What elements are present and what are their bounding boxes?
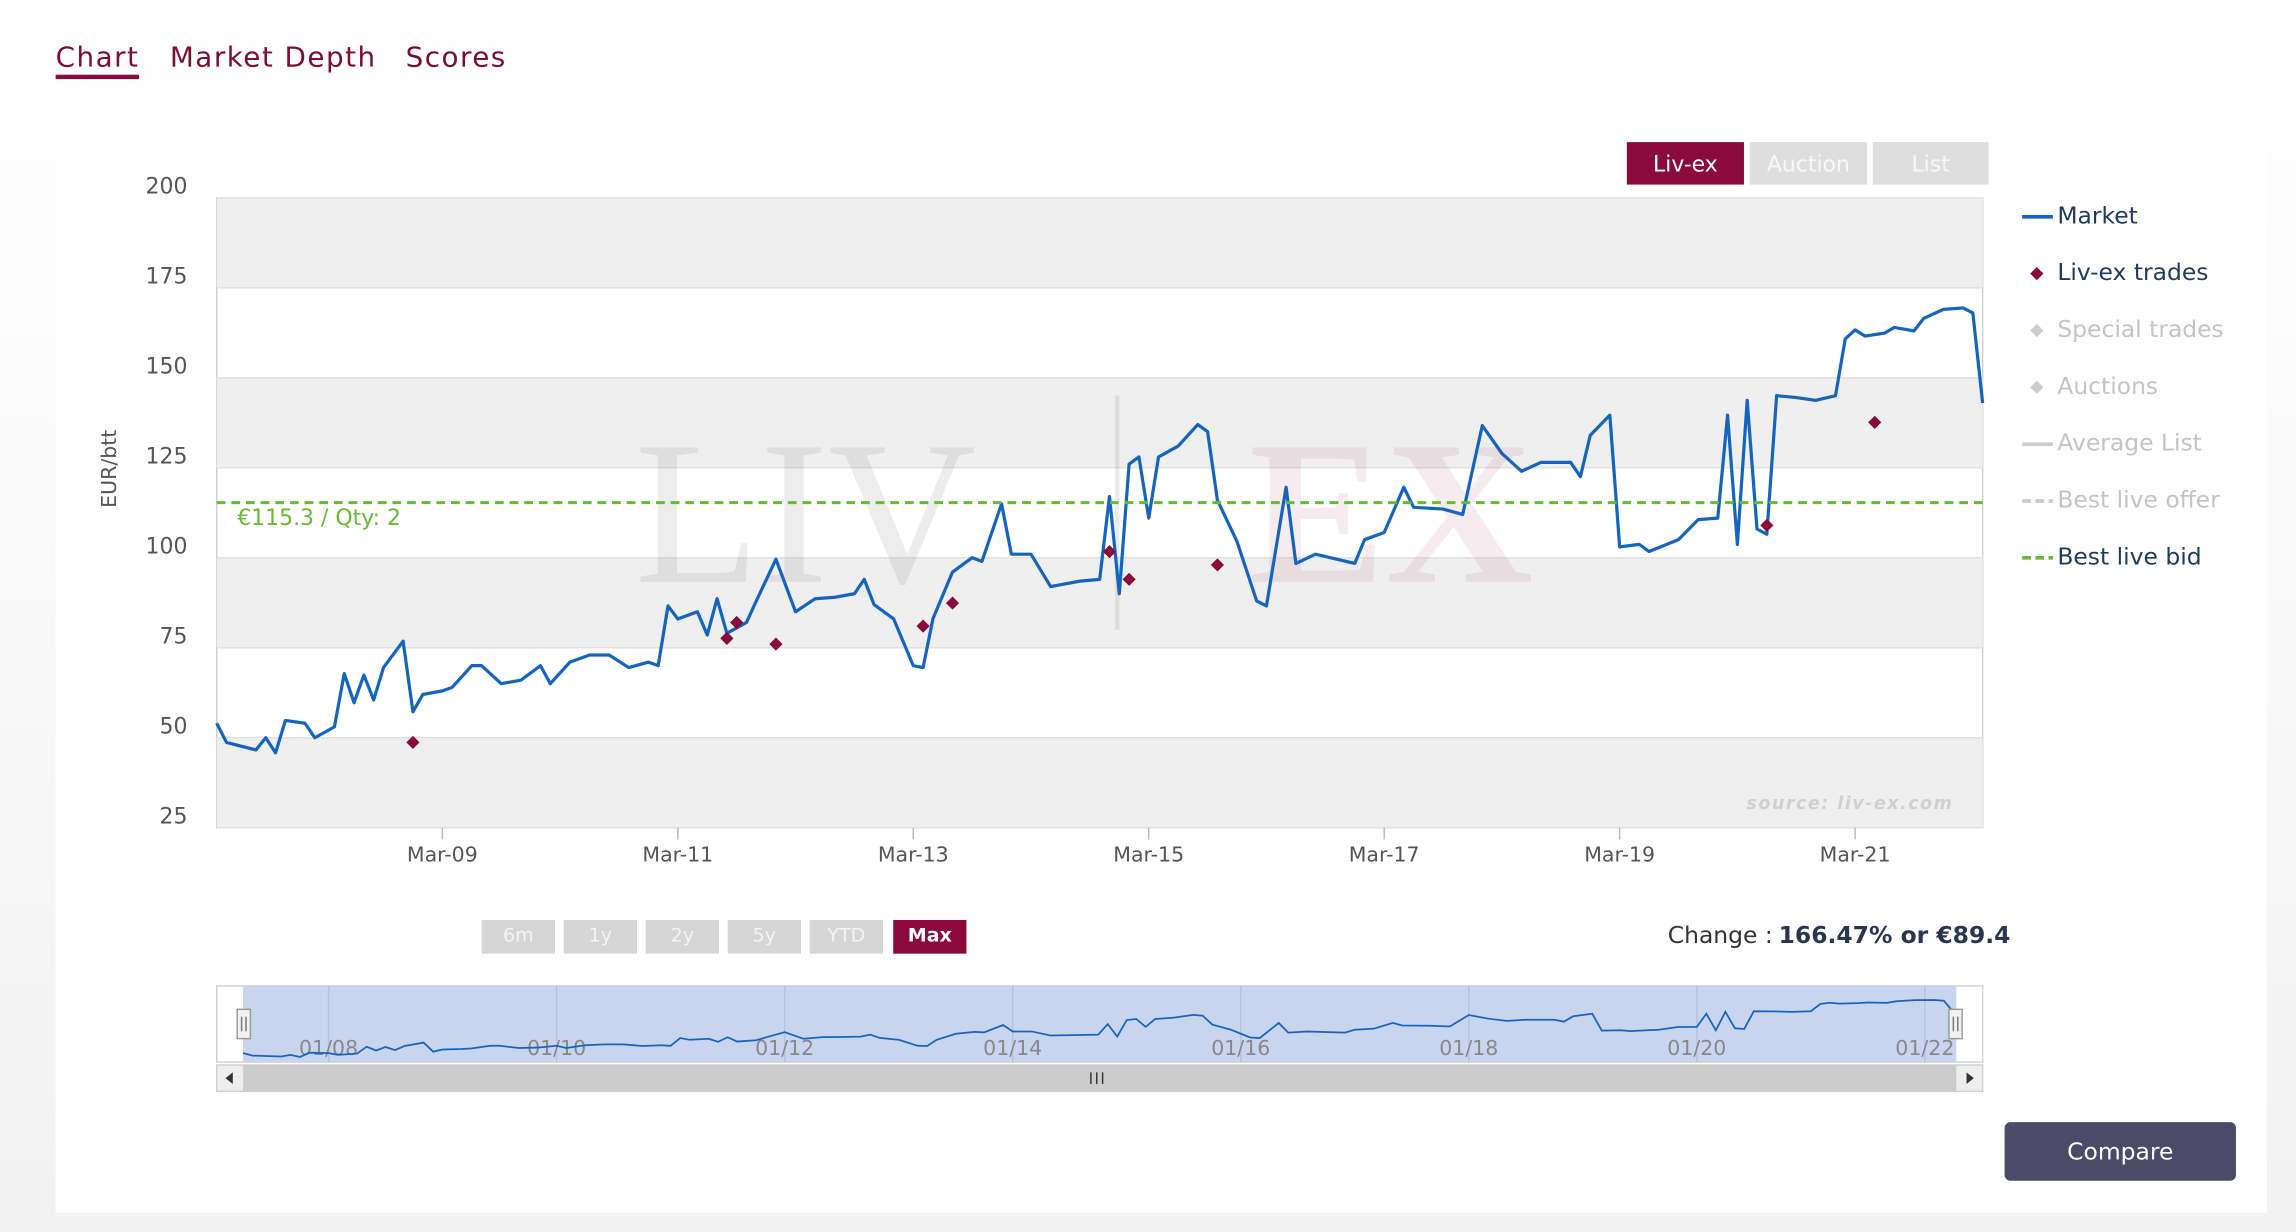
source-button-label[interactable]: Auction	[1767, 153, 1850, 178]
legend-label[interactable]: Market	[2057, 201, 2137, 229]
legend-symbol	[2030, 323, 2044, 338]
bid-label: €115.3 / Qty: 2	[237, 506, 401, 531]
navigator-handle[interactable]	[1948, 1008, 1963, 1040]
legend-label[interactable]: Average List	[2057, 429, 2202, 457]
y-tick-label: 50	[159, 714, 187, 739]
y-tick-label: 25	[159, 804, 187, 829]
source-note: source: liv-ex.com	[1746, 794, 1953, 814]
source-button[interactable]	[1749, 142, 1867, 185]
range-button-label[interactable]: Max	[908, 925, 952, 947]
source-button[interactable]	[1626, 142, 1744, 185]
range-button-label[interactable]: YTD	[826, 925, 865, 947]
navigator-selection	[243, 985, 1957, 1063]
compare-button[interactable]	[2004, 1122, 2236, 1181]
tab[interactable]: Market Depth	[170, 41, 377, 74]
plot-area	[215, 197, 1984, 829]
range-button-label[interactable]: 1y	[589, 925, 612, 947]
x-tick-label: Mar-09	[407, 843, 478, 867]
legend-label[interactable]: Best live offer	[2057, 486, 2220, 514]
change-label: Change :	[1668, 921, 1773, 949]
change-value: 166.47% or €89.4	[1779, 921, 2011, 949]
scroll-right[interactable]	[1966, 1072, 1974, 1085]
range-button-label[interactable]: 5y	[753, 925, 776, 947]
navigator-line	[242, 999, 1955, 1058]
tab-underline	[55, 74, 140, 80]
y-tick-label: 100	[146, 534, 188, 559]
range-button[interactable]	[809, 919, 883, 954]
trade-point	[406, 735, 420, 749]
x-tick-label: Mar-13	[878, 843, 949, 867]
navigator-tick-label: 01/16	[1211, 1036, 1270, 1060]
legend-label[interactable]: Special trades	[2057, 315, 2223, 343]
x-tick-label: Mar-11	[642, 843, 713, 867]
tab[interactable]: Scores	[406, 41, 507, 74]
range-button-label[interactable]: 2y	[671, 925, 694, 947]
legend-label[interactable]: Best live bid	[2057, 542, 2201, 570]
navigator-tick-label: 01/20	[1667, 1036, 1726, 1060]
trade-point	[916, 619, 930, 633]
trade-point	[945, 596, 960, 610]
range-button[interactable]	[893, 919, 967, 954]
y-tick-label: 75	[159, 624, 187, 649]
trade-point	[730, 615, 744, 630]
y-tick-label: 150	[146, 354, 188, 379]
watermark: LIV	[635, 400, 977, 627]
navigator-tick-label: 01/18	[1439, 1036, 1498, 1060]
trade-point	[1210, 558, 1224, 572]
x-tick-label: Mar-21	[1820, 843, 1891, 867]
trade-point	[1122, 572, 1136, 586]
trade-point	[1760, 518, 1774, 532]
scrollbar-thumb[interactable]	[243, 1064, 1957, 1092]
range-button[interactable]	[727, 919, 801, 954]
market-line	[215, 306, 1985, 755]
legend-label[interactable]: Liv-ex trades	[2057, 258, 2208, 286]
trade-point	[720, 631, 734, 645]
source-button-label[interactable]: List	[1911, 153, 1950, 178]
navigator-handle[interactable]	[236, 1008, 252, 1040]
y-tick-label: 175	[146, 264, 188, 289]
plot-band	[216, 737, 1983, 828]
trade-point	[1868, 415, 1882, 429]
y-tick-label: 200	[146, 175, 188, 200]
source-button[interactable]	[1872, 142, 1989, 185]
trade-point	[1102, 545, 1117, 559]
legend-symbol	[2030, 380, 2044, 394]
range-button[interactable]	[481, 919, 555, 954]
compare-button-label[interactable]: Compare	[2067, 1137, 2173, 1165]
x-tick-label: Mar-19	[1584, 843, 1655, 867]
scroll-left[interactable]	[225, 1072, 233, 1085]
range-button[interactable]	[563, 919, 637, 954]
y-axis-label: EUR/btt	[97, 430, 121, 508]
x-tick-label: Mar-17	[1349, 843, 1420, 867]
legend-symbol	[2030, 267, 2044, 281]
source-button-label[interactable]: Liv-ex	[1653, 153, 1718, 178]
navigator-tick-label: 01/12	[755, 1036, 814, 1060]
change-summary: Change :166.47% or €89.4	[1668, 921, 2011, 949]
plot-band	[216, 377, 1983, 468]
legend-label[interactable]: Auctions	[2057, 372, 2158, 400]
navigator-tick-label: 01/08	[299, 1036, 358, 1060]
range-button[interactable]	[645, 919, 719, 954]
plot-band	[216, 197, 1983, 288]
range-button-label[interactable]: 6m	[503, 925, 534, 947]
navigator-tick-label: 01/14	[983, 1036, 1042, 1060]
navigator-tick-label: 01/22	[1895, 1036, 1954, 1060]
x-tick-label: Mar-15	[1113, 843, 1184, 867]
tab[interactable]: Chart	[56, 41, 140, 74]
y-tick-label: 125	[146, 444, 188, 469]
